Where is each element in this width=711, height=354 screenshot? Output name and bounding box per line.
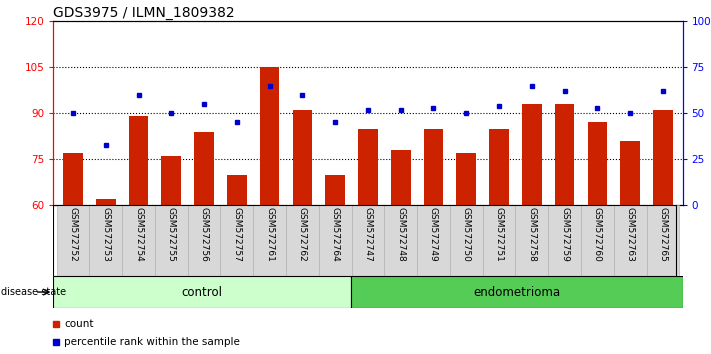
Text: GSM572764: GSM572764 <box>331 207 340 262</box>
Bar <box>155 205 188 276</box>
Bar <box>620 141 640 205</box>
Bar <box>351 276 683 308</box>
Text: GSM572750: GSM572750 <box>461 207 471 262</box>
Bar <box>653 110 673 205</box>
Text: GSM572758: GSM572758 <box>528 207 536 262</box>
Bar <box>358 129 378 205</box>
Bar <box>96 199 116 205</box>
Bar <box>260 67 279 205</box>
Text: GSM572763: GSM572763 <box>626 207 635 262</box>
Bar <box>424 129 444 205</box>
Text: GSM572753: GSM572753 <box>101 207 110 262</box>
Bar <box>253 205 286 276</box>
Bar <box>292 110 312 205</box>
Text: GSM572756: GSM572756 <box>200 207 208 262</box>
Bar <box>90 205 122 276</box>
Bar <box>489 129 509 205</box>
Bar <box>286 205 319 276</box>
Text: GSM572762: GSM572762 <box>298 207 307 262</box>
Bar <box>227 175 247 205</box>
Bar <box>646 205 679 276</box>
Text: GSM572749: GSM572749 <box>429 207 438 262</box>
Text: GSM572751: GSM572751 <box>495 207 503 262</box>
Bar <box>391 150 410 205</box>
Bar <box>456 153 476 205</box>
Text: percentile rank within the sample: percentile rank within the sample <box>64 337 240 347</box>
Bar <box>188 205 220 276</box>
Text: GSM572748: GSM572748 <box>396 207 405 262</box>
Text: GSM572747: GSM572747 <box>363 207 373 262</box>
Bar <box>129 116 149 205</box>
Text: GDS3975 / ILMN_1809382: GDS3975 / ILMN_1809382 <box>53 6 235 20</box>
Text: GSM572765: GSM572765 <box>658 207 668 262</box>
Text: GSM572760: GSM572760 <box>593 207 602 262</box>
Text: GSM572759: GSM572759 <box>560 207 569 262</box>
Text: count: count <box>64 319 94 329</box>
Bar <box>53 276 351 308</box>
Bar <box>351 205 385 276</box>
Bar <box>220 205 253 276</box>
Text: endometrioma: endometrioma <box>474 286 560 298</box>
Bar <box>450 205 483 276</box>
Text: GSM572754: GSM572754 <box>134 207 143 262</box>
Bar <box>194 132 214 205</box>
Text: GSM572755: GSM572755 <box>167 207 176 262</box>
Bar <box>63 153 82 205</box>
Bar <box>614 205 646 276</box>
Bar <box>483 205 515 276</box>
Bar <box>417 205 450 276</box>
Bar <box>161 156 181 205</box>
Text: control: control <box>182 286 223 298</box>
Bar <box>122 205 155 276</box>
Bar <box>515 205 548 276</box>
Bar <box>57 205 90 276</box>
Text: GSM572757: GSM572757 <box>232 207 241 262</box>
Bar <box>555 104 574 205</box>
Bar <box>522 104 542 205</box>
Bar <box>319 205 351 276</box>
Text: GSM572752: GSM572752 <box>68 207 77 262</box>
Text: disease state: disease state <box>1 287 66 297</box>
Text: GSM572761: GSM572761 <box>265 207 274 262</box>
Bar <box>548 205 581 276</box>
Bar <box>587 122 607 205</box>
Bar <box>581 205 614 276</box>
Bar <box>385 205 417 276</box>
Bar <box>326 175 345 205</box>
